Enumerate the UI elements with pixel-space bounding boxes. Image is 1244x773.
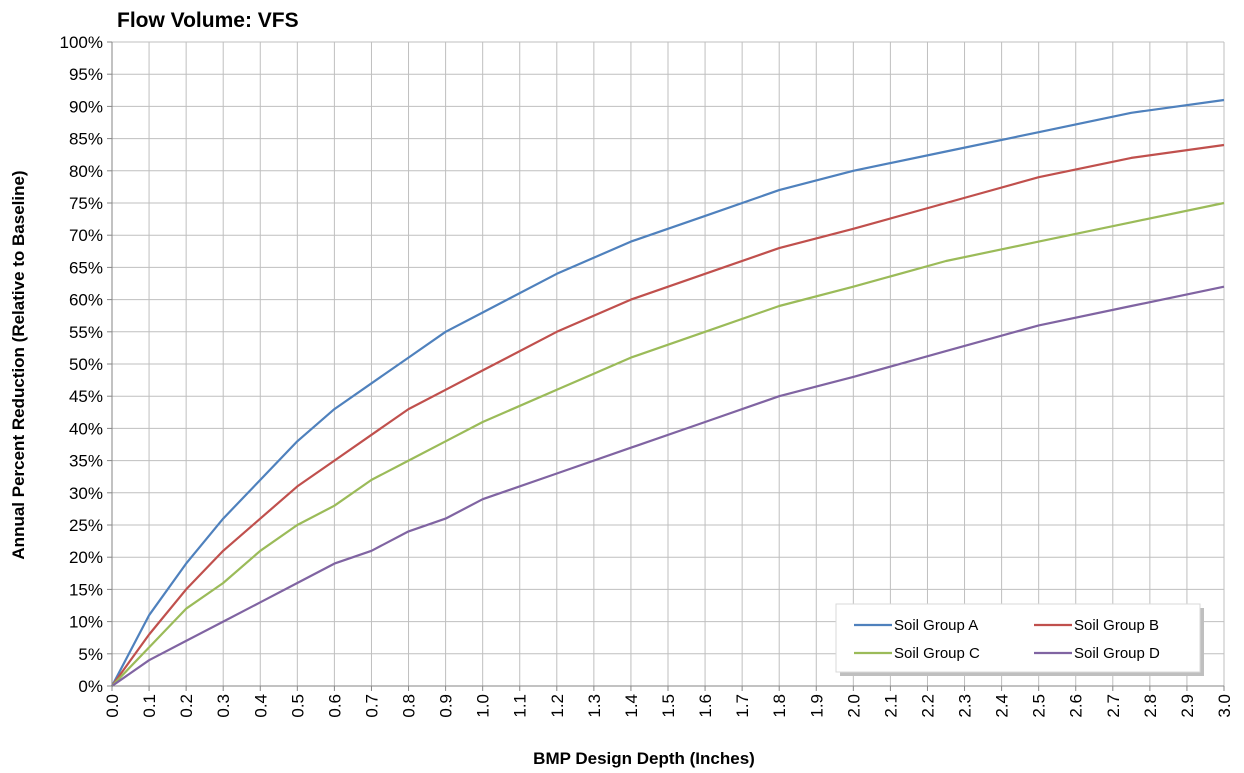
x-tick-label: 1.3: [585, 694, 604, 718]
y-tick-label: 95%: [69, 65, 103, 84]
x-tick-label: 0.7: [362, 694, 381, 718]
x-tick-label: 1.8: [770, 694, 789, 718]
y-tick-label: 35%: [69, 452, 103, 471]
x-tick-label: 2.8: [1141, 694, 1160, 718]
axes: [107, 41, 1225, 691]
legend-label: Soil Group D: [1074, 645, 1160, 662]
y-tick-label: 40%: [69, 419, 103, 438]
legend-label: Soil Group A: [894, 617, 978, 634]
x-tick-label: 2.2: [918, 694, 937, 718]
y-tick-label: 10%: [69, 613, 103, 632]
x-tick-label: 1.6: [696, 694, 715, 718]
x-tick-label: 0.8: [400, 694, 419, 718]
chart-title: Flow Volume: VFS: [117, 9, 299, 32]
x-tick-label: 0.4: [251, 694, 270, 718]
y-tick-label: 100%: [60, 33, 103, 52]
x-tick-label: 2.3: [956, 694, 975, 718]
x-tick-label: 2.1: [881, 694, 900, 718]
y-axis-title: Annual Percent Reduction (Relative to Ba…: [9, 170, 28, 559]
x-tick-label: 0.9: [437, 694, 456, 718]
x-tick-label: 1.7: [733, 694, 752, 718]
y-tick-label: 75%: [69, 194, 103, 213]
y-tick-label: 45%: [69, 387, 103, 406]
x-tick-label: 2.4: [993, 694, 1012, 718]
legend-label: Soil Group C: [894, 645, 980, 662]
y-tick-label: 80%: [69, 162, 103, 181]
y-tick-label: 50%: [69, 355, 103, 374]
x-tick-label: 1.2: [548, 694, 567, 718]
x-tick-label: 0.1: [140, 694, 159, 718]
series-line-c: [111, 201, 1225, 687]
legend-label: Soil Group B: [1074, 617, 1159, 634]
y-tick-label: 90%: [69, 97, 103, 116]
legend-box: [835, 603, 1201, 673]
x-tick-label: 2.5: [1030, 694, 1049, 718]
series-line-a: [111, 98, 1225, 687]
y-tick-label: 20%: [69, 548, 103, 567]
x-axis-title: BMP Design Depth (Inches): [533, 749, 755, 768]
x-axis-ticks: 0.0 0.1 0.2 0.3 0.4 0.5 0.6 0.7 0.8 0.9 1.0 1.1 1.2 1…: [103, 694, 1234, 718]
plot-series: [111, 98, 1225, 687]
legend: Soil Group A Soil Group B Soil Group C Soil…: [835, 603, 1204, 676]
y-tick-label: 85%: [69, 130, 103, 149]
x-tick-label: 2.6: [1067, 694, 1086, 718]
y-tick-label: 70%: [69, 226, 103, 245]
x-tick-label: 0.0: [103, 694, 122, 718]
x-tick-label: 0.3: [214, 694, 233, 718]
x-tick-label: 1.5: [659, 694, 678, 718]
y-tick-label: 30%: [69, 484, 103, 503]
x-tick-label: 1.1: [511, 694, 530, 718]
y-tick-label: 0%: [78, 677, 103, 696]
x-tick-label: 1.9: [807, 694, 826, 718]
y-tick-label: 5%: [78, 645, 103, 664]
series-line-b: [111, 143, 1225, 687]
y-tick-label: 60%: [69, 291, 103, 310]
x-tick-label: 1.4: [622, 694, 641, 718]
y-tick-label: 15%: [69, 580, 103, 599]
y-tick-label: 55%: [69, 323, 103, 342]
x-tick-label: 3.0: [1215, 694, 1234, 718]
y-axis-ticks: 0% 5% 10% 15% 20% 25% 30% 35% 40% 45% 50% 55% 60% 65%…: [60, 33, 103, 696]
x-tick-label: 2.0: [844, 694, 863, 718]
x-tick-label: 0.5: [288, 694, 307, 718]
y-tick-label: 65%: [69, 258, 103, 277]
x-tick-label: 1.0: [474, 694, 493, 718]
x-tick-label: 2.7: [1104, 694, 1123, 718]
x-tick-label: 2.9: [1178, 694, 1197, 718]
x-tick-label: 0.6: [325, 694, 344, 718]
series-line-d: [111, 285, 1225, 687]
x-tick-label: 0.2: [177, 694, 196, 718]
gridlines: [112, 41, 1225, 686]
y-tick-label: 25%: [69, 516, 103, 535]
